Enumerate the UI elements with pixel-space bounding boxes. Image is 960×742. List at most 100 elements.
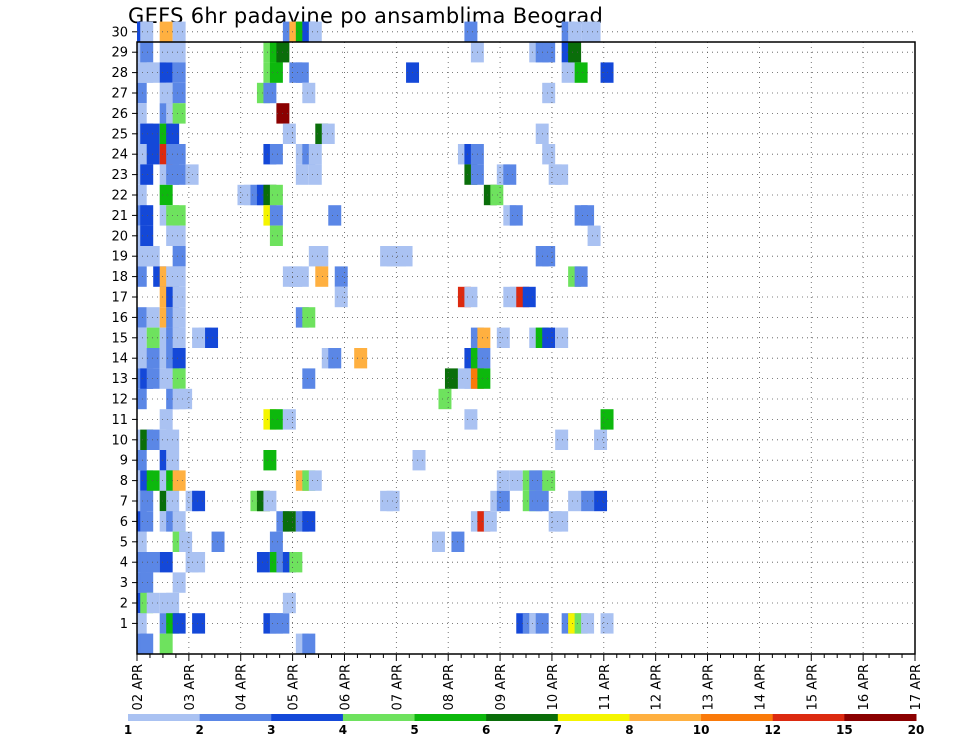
y-tick-label: 30 [111,25,128,40]
colorbar-label: 7 [554,723,562,737]
heatmap-cell [146,307,160,328]
heatmap-cell [172,286,186,308]
heatmap-cell [477,368,491,389]
heatmap-cell [282,409,296,430]
heatmap-cell [172,368,186,389]
heatmap-cell [555,164,569,185]
heatmap-cell [146,368,160,389]
heatmap-cell [399,246,413,267]
y-tick-label: 14 [111,352,128,367]
x-tick-label: 09 APR [494,664,509,710]
heatmap-cell [172,511,186,532]
heatmap-cell [509,205,523,226]
heatmap-cell [146,327,160,348]
x-tick-label: 15 APR [805,664,820,710]
heatmap-cell [574,62,588,83]
heatmap-cell [137,613,147,634]
chart-title: GEFS 6hr padavine po ansamblima Beograd [128,4,604,28]
heatmap-cell [172,307,186,328]
heatmap-cell [172,21,186,42]
heatmap-cell [587,21,601,42]
heatmap-cell [555,327,569,348]
heatmap-cell [256,552,270,573]
heatmap-cell [159,184,173,206]
heatmap-cell [211,531,225,552]
heatmap-cell [146,246,160,267]
heatmap-cell [159,21,173,42]
heatmap-cell [192,552,206,573]
y-tick-label: 22 [111,189,128,204]
heatmap-cell [308,164,322,185]
heatmap-cell [464,21,478,42]
x-tick-label: 05 APR [287,664,302,710]
heatmap-cell [137,184,147,206]
heatmap-cell [159,633,173,654]
y-tick-label: 16 [111,311,128,326]
heatmap-cell [172,62,186,83]
y-tick-label: 6 [120,515,128,530]
heatmap-cell [561,62,575,83]
x-tick-label: 12 APR [650,664,665,710]
heatmap-cell [315,266,329,287]
heatmap-cell [321,123,335,144]
heatmap-cell [172,327,186,348]
heatmap-cell [334,266,348,287]
y-tick-label: 21 [111,209,128,224]
y-tick-label: 18 [111,270,128,285]
y-tick-label: 13 [111,372,128,387]
heatmap-cell [477,348,491,369]
heatmap-cell [386,490,400,512]
heatmap-cell [438,388,452,410]
heatmap-cell [159,62,173,83]
heatmap-cell [146,592,160,614]
grid-lines [137,31,915,654]
heatmap-cell [282,123,296,144]
heatmap-cell [542,327,556,348]
colorbar-label: 20 [908,723,925,737]
heatmap-cell [172,82,186,104]
y-tick-label: 2 [120,597,128,612]
y-tick-label: 10 [111,433,128,448]
colorbar-label: 12 [764,723,781,737]
heatmap-cell [140,572,154,593]
colorbar-swatch [128,714,201,721]
colorbar-label: 2 [195,723,203,737]
heatmap-cell [172,225,186,246]
heatmap-cell [146,552,160,573]
y-tick-label: 15 [111,331,128,346]
heatmap-cell [308,470,322,491]
heatmap-cell [542,470,556,491]
heatmap-cell [568,490,582,512]
colorbar-label: 3 [267,723,275,737]
heatmap-cell [568,21,582,42]
y-tick-label: 28 [111,66,128,81]
heatmap-cell [555,429,569,450]
heatmap-cell [496,470,510,491]
y-tick-label: 20 [111,229,128,244]
heatmap-cell [140,511,154,532]
heatmap-cell [302,82,316,104]
y-tick-label: 11 [111,413,128,428]
y-tick-label: 23 [111,168,128,183]
colorbar-label: 6 [482,723,490,737]
heatmap-cell [302,368,316,389]
colorbar-swatch [486,714,559,721]
heatmap-cell [140,490,154,512]
heatmap-cell [542,82,556,104]
y-tick-label: 26 [111,107,128,122]
y-tick-label: 25 [111,127,128,142]
heatmap-cell [137,450,147,471]
heatmap-cell [431,531,445,552]
y-tick-label: 7 [120,495,128,510]
heatmap-cell [146,123,160,144]
heatmap-cell [542,246,556,267]
heatmap-cell [172,246,186,267]
heatmap-cell [412,450,426,471]
x-tick-label: 03 APR [183,664,198,710]
x-tick-label: 06 APR [338,664,353,710]
heatmap-cell [269,62,283,83]
colorbar-swatch [701,714,774,721]
heatmap-cell [568,42,582,63]
heatmap-cell [269,409,283,430]
x-tick-label: 04 APR [235,664,250,710]
